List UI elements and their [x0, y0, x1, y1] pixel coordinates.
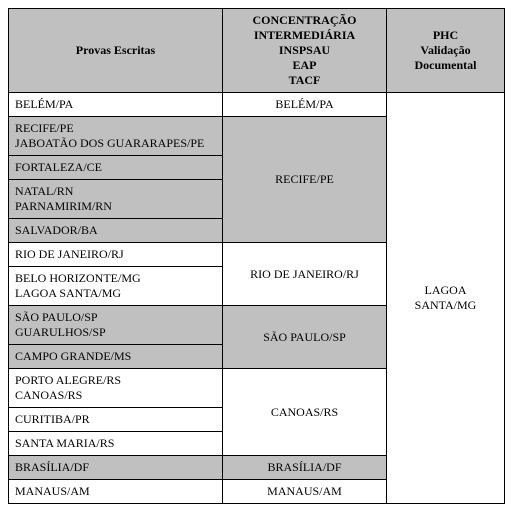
header-provas: Provas Escritas [9, 9, 223, 93]
cell-provas-brasilia: BRASÍLIA/DF [9, 456, 223, 480]
locations-table: Provas Escritas CONCENTRAÇÃO INTERMEDIÁR… [8, 8, 505, 504]
cell-provas-salvador: SALVADOR/BA [9, 219, 223, 243]
cell-conc-brasilia: BRASÍLIA/DF [223, 456, 387, 480]
text-lagoa: LAGOA SANTA/MG [15, 286, 121, 300]
header-conc-l4: EAP [293, 58, 317, 72]
cell-provas-belem: BELÉM/PA [9, 93, 223, 117]
cell-conc-canoas: CANOAS/RS [223, 369, 387, 456]
header-phc: PHC Validação Documental [387, 9, 505, 93]
cell-provas-bh: BELO HORIZONTE/MG LAGOA SANTA/MG [9, 267, 223, 306]
header-conc-l2: INTERMEDIÁRIA [254, 28, 355, 42]
text-guarulhos: GUARULHOS/SP [15, 325, 106, 339]
cell-conc-recife: RECIFE/PE [223, 117, 387, 243]
cell-provas-sp: SÃO PAULO/SP GUARULHOS/SP [9, 306, 223, 345]
header-concentracao: CONCENTRAÇÃO INTERMEDIÁRIA INSPSAU EAP T… [223, 9, 387, 93]
text-sp: SÃO PAULO/SP [15, 310, 98, 324]
header-conc-l1: CONCENTRAÇÃO [252, 13, 356, 27]
header-phc-l3: Documental [415, 58, 477, 72]
cell-provas-campo-grande: CAMPO GRANDE/MS [9, 345, 223, 369]
cell-provas-porto-alegre: PORTO ALEGRE/RS CANOAS/RS [9, 369, 223, 408]
text-porto-alegre: PORTO ALEGRE/RS [15, 373, 121, 387]
text-bh: BELO HORIZONTE/MG [15, 271, 141, 285]
header-phc-l1: PHC [433, 28, 458, 42]
cell-provas-rio: RIO DE JANEIRO/RJ [9, 243, 223, 267]
cell-provas-manaus: MANAUS/AM [9, 480, 223, 504]
cell-conc-manaus: MANAUS/AM [223, 480, 387, 504]
header-phc-l2: Validação [420, 43, 470, 57]
text-canoas: CANOAS/RS [15, 388, 82, 402]
cell-conc-sp: SÃO PAULO/SP [223, 306, 387, 369]
header-conc-l3: INSPSAU [279, 43, 330, 57]
header-conc-l5: TACF [289, 73, 321, 87]
row-belem: BELÉM/PA BELÉM/PA LAGOA SANTA/MG [9, 93, 505, 117]
table-header-row: Provas Escritas CONCENTRAÇÃO INTERMEDIÁR… [9, 9, 505, 93]
text-jaboatao: JABOATÃO DOS GUARARAPES/PE [15, 136, 204, 150]
text-natal: NATAL/RN [15, 184, 73, 198]
cell-provas-natal: NATAL/RN PARNAMIRIM/RN [9, 180, 223, 219]
cell-phc-lagoa: LAGOA SANTA/MG [387, 93, 505, 504]
cell-provas-curitiba: CURITIBA/PR [9, 408, 223, 432]
cell-provas-recife: RECIFE/PE JABOATÃO DOS GUARARAPES/PE [9, 117, 223, 156]
cell-conc-belem: BELÉM/PA [223, 93, 387, 117]
text-parnamirim: PARNAMIRIM/RN [15, 199, 112, 213]
cell-provas-fortaleza: FORTALEZA/CE [9, 156, 223, 180]
cell-provas-santa-maria: SANTA MARIA/RS [9, 432, 223, 456]
text-recife: RECIFE/PE [15, 121, 74, 135]
cell-conc-rio: RIO DE JANEIRO/RJ [223, 243, 387, 306]
